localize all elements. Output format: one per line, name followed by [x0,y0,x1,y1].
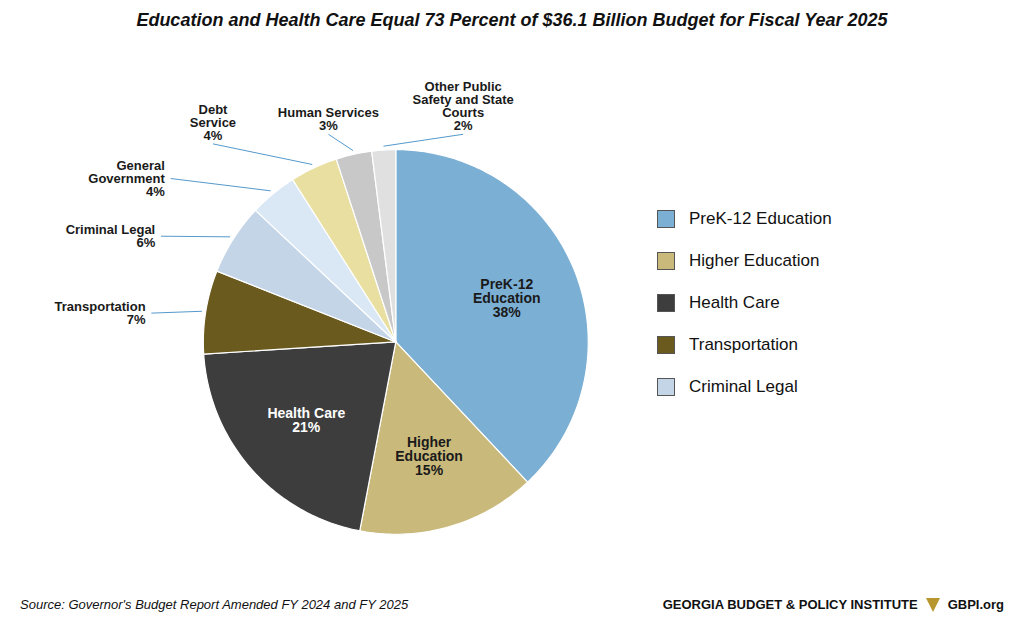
svg-text:GeneralGovernment4%: GeneralGovernment4% [88,157,165,198]
html-text:Criminal Legal: Criminal Legal [689,376,798,396]
html-text:Transportation: Transportation [689,334,798,354]
html-text:Health Care: Health Care [689,292,780,312]
svg-text:Criminal Legal6%: Criminal Legal6% [66,221,156,249]
svg-text:Transportation7%: Transportation7% [55,298,146,326]
html-text:Education and Health Care Equa: Education and Health Care Equal 73 Perce… [136,9,888,30]
html-text:Source: Governor's Budget Repo: Source: Governor's Budget Report Amended… [20,597,409,612]
html-text:Higher Education: Higher Education [689,250,820,270]
svg-text:Human Services3%: Human Services3% [278,105,379,133]
svg-text:Health Care21%: Health Care21% [267,405,345,435]
html-text:PreK-12 Education: PreK-12 Education [689,208,832,228]
svg-text:Other PublicSafety and StateCo: Other PublicSafety and StateCourts2% [413,79,514,133]
html-text:GEORGIA BUDGET & POLICY INSTIT: GEORGIA BUDGET & POLICY INSTITUTE [662,597,918,612]
svg-text:PreK-12Education38%: PreK-12Education38% [473,275,541,319]
svg-text:DebtService4%: DebtService4% [190,102,236,143]
html-text:GBPI.org: GBPI.org [947,597,1004,612]
svg-text:HigherEducation15%: HigherEducation15% [395,433,463,477]
